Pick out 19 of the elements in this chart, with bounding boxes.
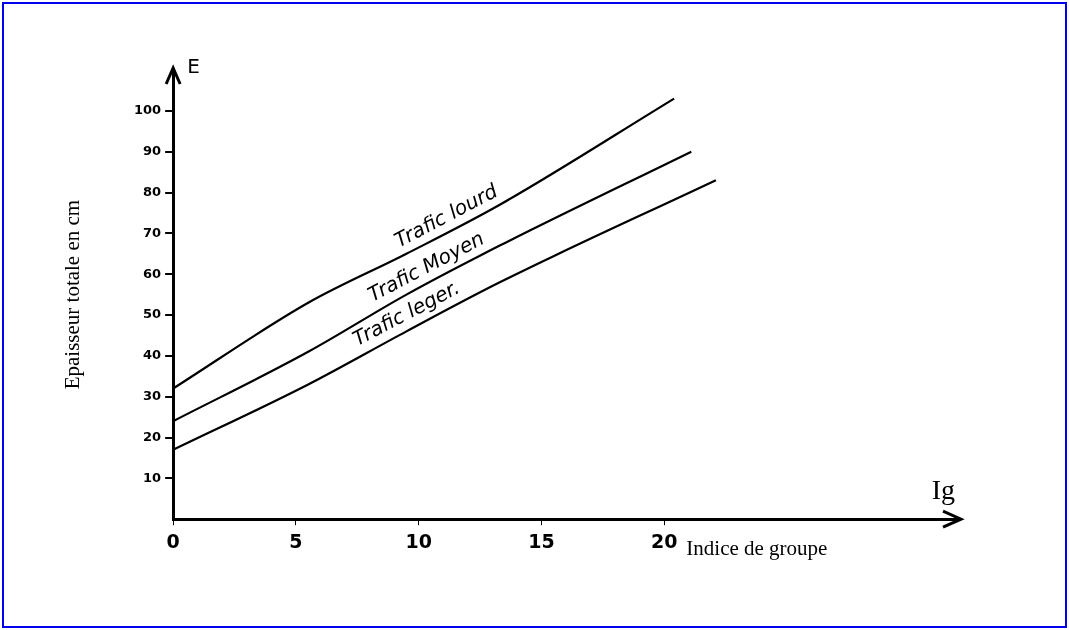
x-tick-label: 5 bbox=[289, 529, 303, 552]
y-tick-label: 80 bbox=[143, 183, 162, 199]
y-tick-label: 30 bbox=[143, 388, 162, 404]
x-tick-label: 10 bbox=[405, 529, 432, 552]
y-tick-label: 10 bbox=[143, 469, 162, 485]
y-tick-label: 100 bbox=[134, 102, 162, 118]
y-tick-label: 70 bbox=[143, 224, 162, 240]
annotation: E bbox=[187, 54, 200, 79]
x-tick-label: 0 bbox=[166, 529, 180, 552]
y-tick-label: 40 bbox=[143, 347, 162, 363]
x-axis-title: Indice de groupe bbox=[686, 535, 828, 560]
y-tick-label: 60 bbox=[143, 265, 162, 281]
y-tick-label: 90 bbox=[143, 143, 162, 159]
y-tick-label: 20 bbox=[143, 428, 162, 444]
y-axis-title: Epaisseur totale en cm bbox=[59, 199, 84, 390]
x-tick-label: 15 bbox=[528, 529, 555, 552]
annotation: Ig bbox=[931, 473, 955, 505]
x-tick-label: 20 bbox=[651, 529, 678, 552]
y-tick-label: 50 bbox=[143, 306, 162, 322]
